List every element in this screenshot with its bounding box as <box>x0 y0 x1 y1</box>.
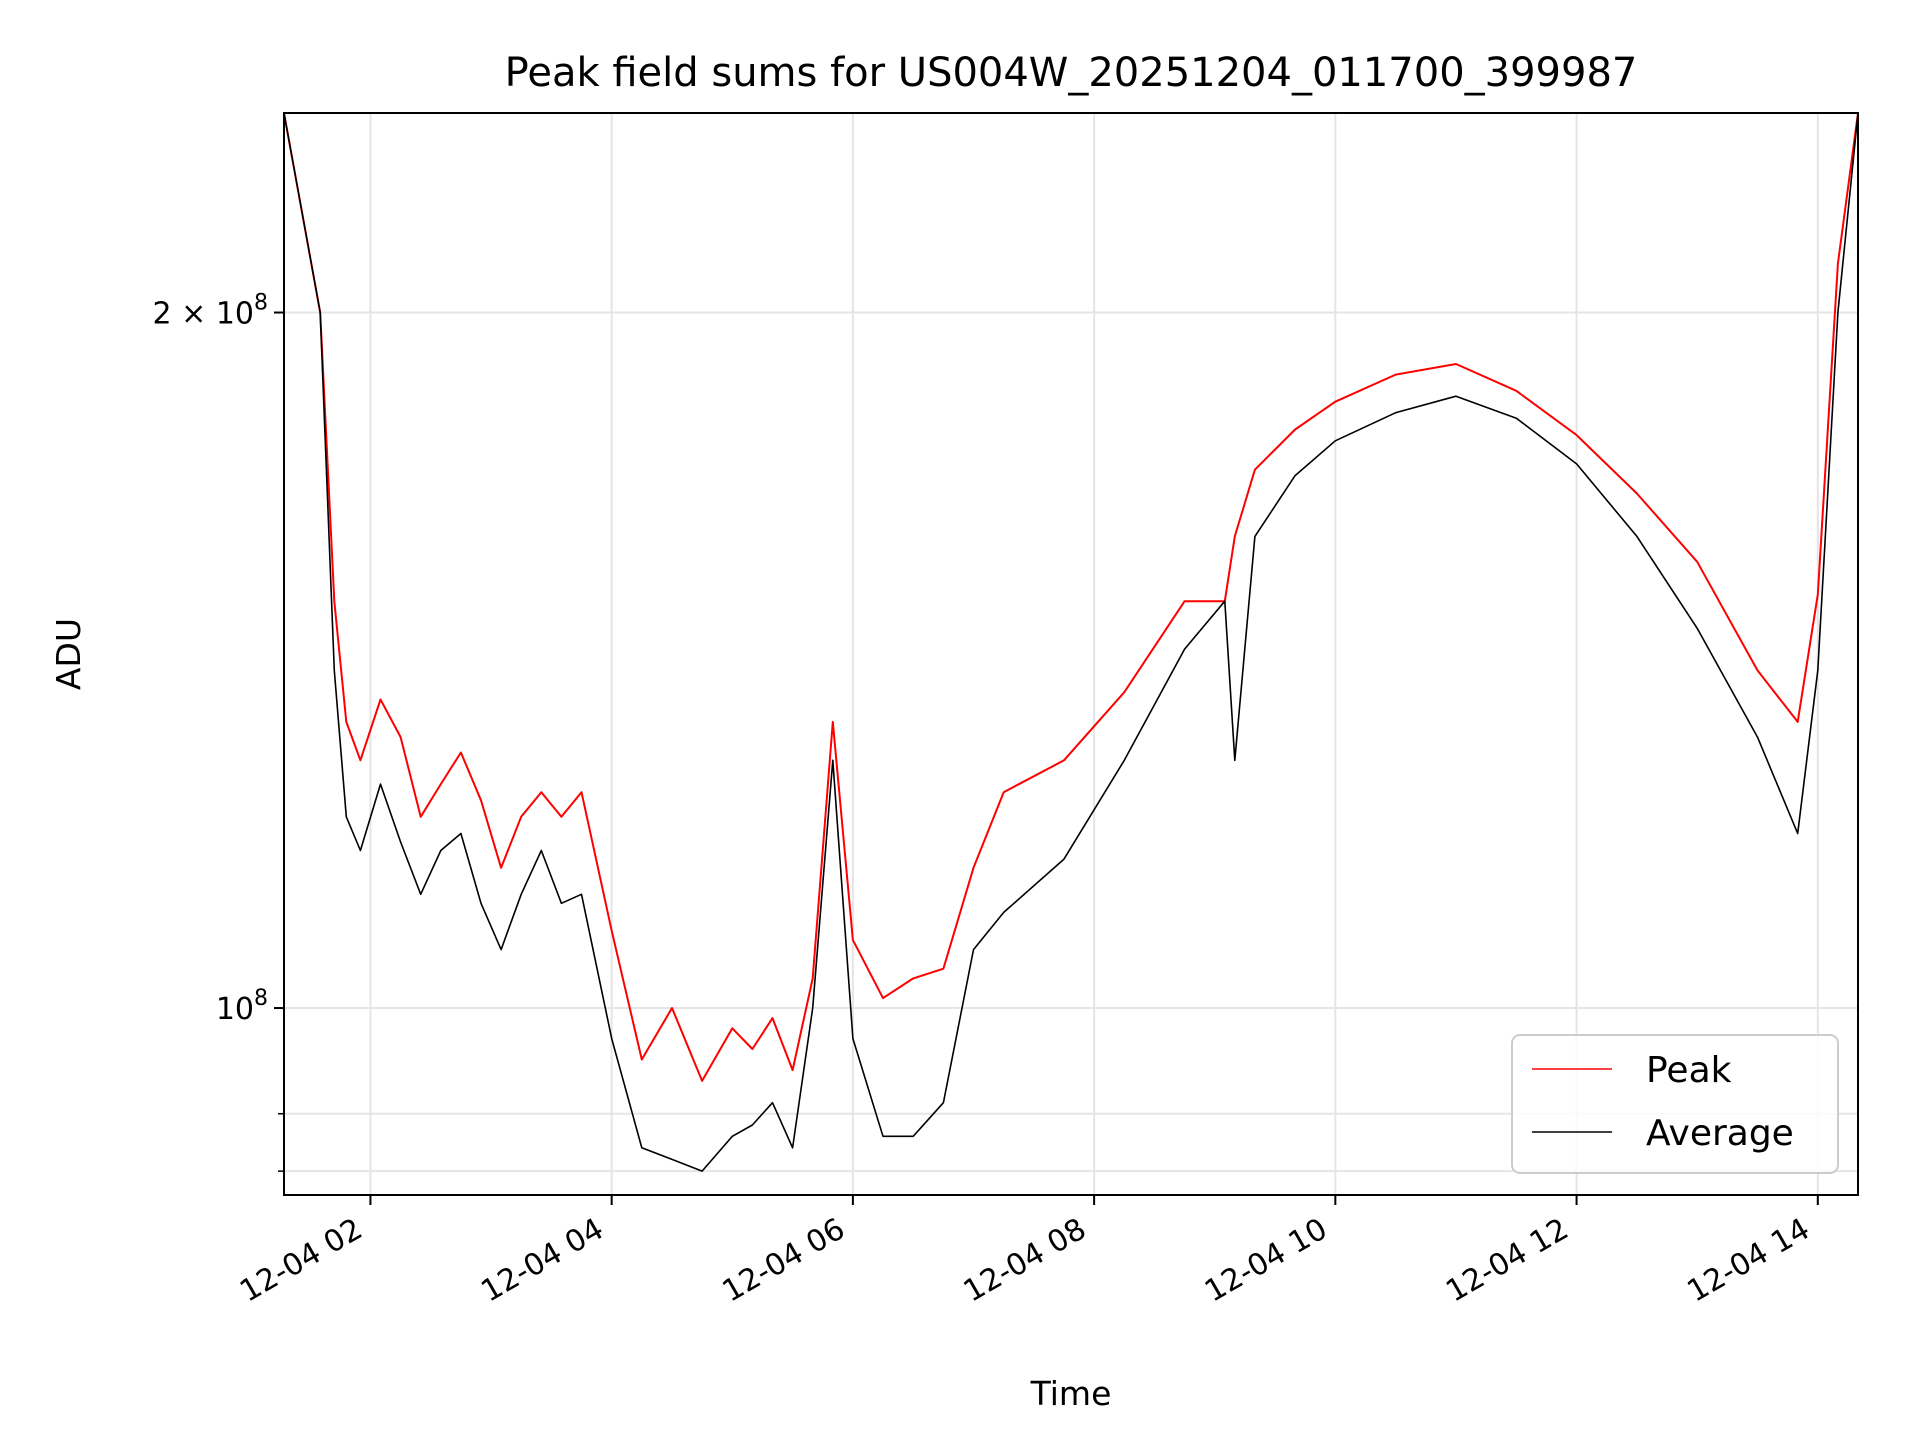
x-axis-label: Time <box>1030 1374 1112 1413</box>
series-line-peak <box>284 113 1858 1082</box>
legend-label-peak: Peak <box>1646 1050 1732 1091</box>
legend-label-average: Average <box>1646 1113 1794 1154</box>
y-tick-label: 2 × 108 <box>153 291 268 332</box>
plot-frame <box>283 112 1859 1196</box>
legend: Peak Average <box>1511 1034 1839 1174</box>
y-axis-label: ADU <box>49 618 88 690</box>
chart-title: Peak field sums for US004W_20251204_0117… <box>505 50 1638 96</box>
series-layer <box>284 113 1858 1172</box>
y-tick-label: 108 <box>216 986 268 1027</box>
series-line-average <box>284 113 1858 1172</box>
